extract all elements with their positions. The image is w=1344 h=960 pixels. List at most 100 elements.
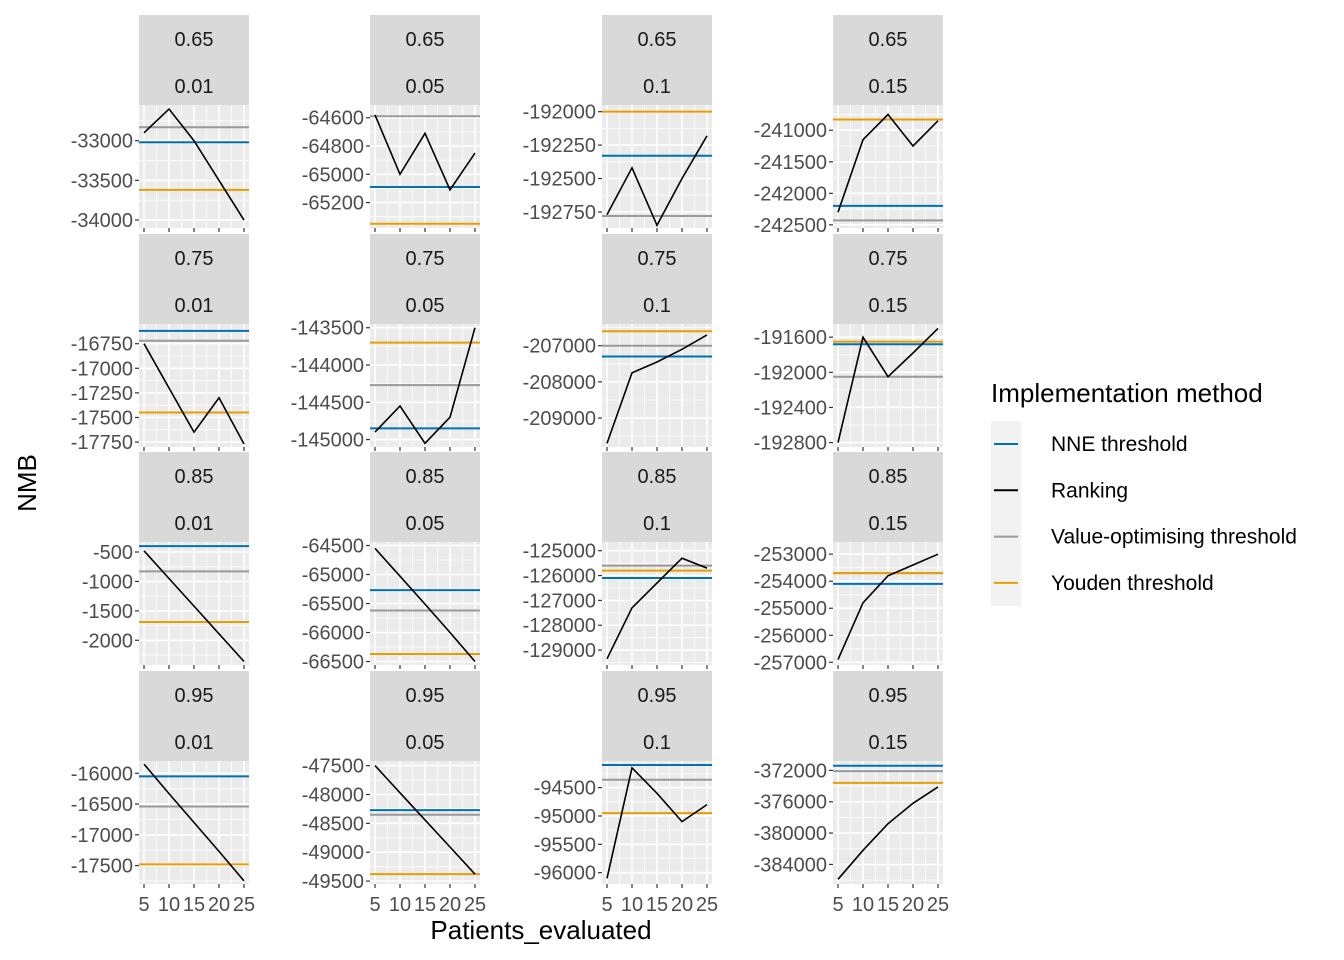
y-tick-label: -16750: [71, 334, 133, 356]
facet-panel: 0.75 0.15 -192800 -192400 -192000 -191600: [754, 234, 943, 455]
y-tick-label: -48000: [302, 784, 364, 806]
y-tick-label: -48500: [302, 813, 364, 835]
facet-strip-label: 0.65: [175, 29, 214, 51]
x-axis-title: Patients_evaluated: [430, 915, 651, 945]
x-tick-label: 5: [369, 894, 380, 916]
facet-panel: 0.65 0.15 -242500 -242000 -241500 -241000: [754, 15, 943, 237]
x-tick-label: 15: [183, 894, 205, 916]
facet-strip: [139, 671, 249, 761]
facet-strip-label: 0.1: [643, 76, 671, 98]
y-tick-label: -207000: [523, 336, 596, 358]
y-tick-label: -500: [93, 542, 133, 564]
facet-panel: 0.95 0.15 -384000 -380000 -376000 -372000 5 10 1…: [754, 671, 949, 916]
x-tick-label: 25: [464, 894, 486, 916]
y-tick-label: -64500: [302, 535, 364, 557]
x-tick-label: 15: [877, 894, 899, 916]
x-tick-label: 10: [852, 894, 874, 916]
y-tick-label: -384000: [754, 854, 827, 876]
facet-strip-label: 0.95: [406, 685, 445, 707]
y-tick-label: -47500: [302, 756, 364, 778]
y-tick-label: -49500: [302, 871, 364, 893]
facet-panel: 0.95 0.01 -17500 -17000 -16500 -16000 5 10 15 20 2…: [71, 671, 255, 916]
y-tick-label: -129000: [523, 640, 596, 662]
y-tick-label: -128000: [523, 615, 596, 637]
facet-panel: 0.85 0.01 -2000 -1500 -1000 -500: [82, 452, 249, 669]
y-tick-label: -65000: [302, 164, 364, 186]
facet-strip: [833, 452, 943, 542]
x-tick-label: 25: [696, 894, 718, 916]
y-tick-label: -256000: [754, 625, 827, 647]
facet-strip: [602, 15, 712, 105]
y-tick-label: -127000: [523, 590, 596, 612]
legend-label: Youden threshold: [1051, 572, 1214, 595]
y-tick-label: -143500: [291, 318, 364, 340]
facet-strip-label: 0.95: [869, 685, 908, 707]
facet-panel: 0.75 0.01 -17750 -17500-17250 -17000-16750: [71, 234, 249, 454]
y-tick-label: -192000: [754, 362, 827, 384]
facet-strip: [370, 15, 480, 105]
y-tick-label: -96000: [534, 863, 596, 885]
facet-strip: [602, 234, 712, 324]
y-tick-label: -64800: [302, 136, 364, 158]
facet-strip-label: 0.15: [869, 513, 908, 535]
x-tick-label: 10: [621, 894, 643, 916]
ranking-line: [837, 786, 939, 880]
facet-strip-label: 0.01: [175, 295, 214, 317]
x-tick-label: 15: [414, 894, 436, 916]
y-axis-title: NMB: [12, 454, 42, 512]
y-tick-label: -192500: [523, 169, 596, 191]
facet-strip-label: 0.1: [643, 513, 671, 535]
facet-strip-label: 0.05: [406, 513, 445, 535]
x-tick-label: 20: [671, 894, 693, 916]
facet-strip: [139, 15, 249, 105]
legend-label: Value-optimising threshold: [1051, 526, 1297, 549]
y-tick-label: -17000: [71, 825, 133, 847]
facet-strip-label: 0.05: [406, 295, 445, 317]
x-tick-label: 25: [927, 894, 949, 916]
y-tick-label: -241000: [754, 120, 827, 142]
y-tick-label: -17750: [71, 432, 133, 454]
ranking-line: [837, 553, 939, 660]
y-tick-label: -49000: [302, 842, 364, 864]
facet-strip-label: 0.1: [643, 295, 671, 317]
facet-panel: 0.95 0.05 -49500 -49000 -48500 -48000 -47500 5 1…: [302, 671, 486, 916]
x-tick-label: 25: [233, 894, 255, 916]
y-tick-label: -33000: [71, 131, 133, 153]
y-tick-label: -192800: [754, 433, 827, 455]
facet-strip-label: 0.95: [175, 685, 214, 707]
y-tick-label: -254000: [754, 571, 827, 593]
facet-strip: [602, 671, 712, 761]
y-tick-label: -34000: [71, 210, 133, 232]
facet-strip-label: 0.65: [406, 29, 445, 51]
x-tick-label: 20: [208, 894, 230, 916]
facet-panel: 0.85 0.05 -66500 -66000 -65500 -65000 -64500: [302, 452, 480, 674]
ranking-line: [143, 107, 245, 221]
y-tick-label: -17500: [71, 407, 133, 429]
facet-strip-label: 0.01: [175, 76, 214, 98]
facet-strip-label: 0.05: [406, 732, 445, 754]
y-tick-label: -145000: [291, 430, 364, 452]
facet-panel: 0.75 0.1 -209000 -208000 -207000: [523, 234, 712, 451]
y-tick-label: -192750: [523, 202, 596, 224]
y-tick-label: -192250: [523, 135, 596, 157]
legend-label: NNE threshold: [1051, 433, 1188, 456]
ranking-line: [374, 547, 476, 663]
ranking-line: [374, 114, 476, 192]
facet-strip-label: 0.65: [638, 29, 677, 51]
ranking-line: [837, 113, 939, 213]
x-tick-label: 20: [439, 894, 461, 916]
facet-strip: [370, 452, 480, 542]
y-tick-label: -125000: [523, 541, 596, 563]
y-tick-label: -17000: [71, 358, 133, 380]
y-tick-label: -16500: [71, 794, 133, 816]
ranking-line: [143, 343, 245, 445]
facet-panel: 0.65 0.01 -34000 -33500 -33000: [71, 15, 249, 232]
facet-strip-label: 0.85: [869, 466, 908, 488]
y-tick-label: -17500: [71, 856, 133, 878]
ranking-line: [143, 763, 245, 882]
y-tick-label: -94500: [534, 778, 596, 800]
y-tick-label: -2000: [82, 630, 133, 652]
ranking-line: [606, 766, 708, 879]
y-tick-label: -372000: [754, 760, 827, 782]
facet-strip-label: 0.01: [175, 513, 214, 535]
